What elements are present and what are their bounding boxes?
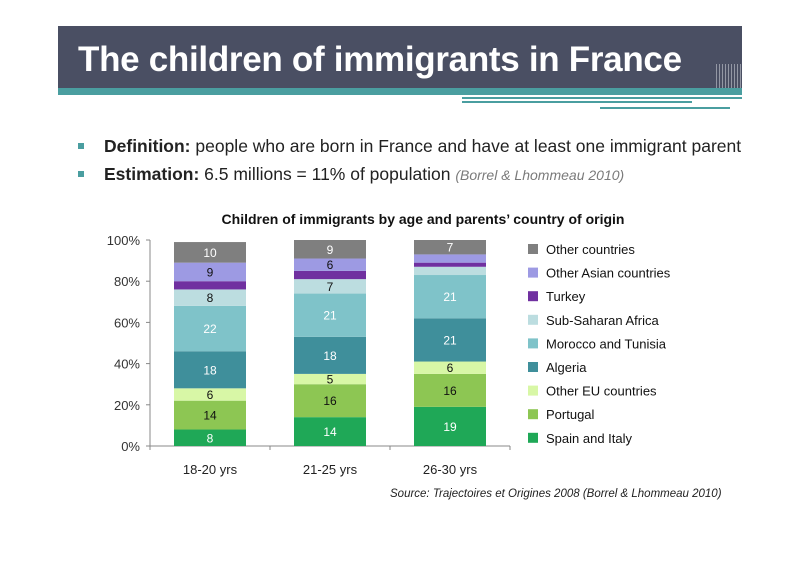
y-tick-label: 60% bbox=[114, 315, 140, 330]
bar-segment bbox=[174, 400, 246, 430]
y-tick-label: 80% bbox=[114, 274, 140, 289]
bar-segment bbox=[174, 388, 246, 401]
legend-label: Algeria bbox=[546, 360, 587, 375]
bar-segment bbox=[414, 266, 486, 276]
data-label: 16 bbox=[323, 394, 337, 408]
legend-swatch bbox=[528, 314, 538, 325]
legend-swatch bbox=[528, 362, 538, 372]
legend-label: Other EU countries bbox=[546, 384, 657, 399]
y-tick-label: 20% bbox=[114, 398, 140, 413]
data-label: 19 bbox=[443, 420, 457, 434]
estimation-label: Estimation: bbox=[104, 164, 200, 184]
bar-segment bbox=[414, 318, 486, 362]
legend-label: Sub-Saharan Africa bbox=[546, 313, 660, 328]
bar-segment bbox=[414, 373, 486, 407]
bullet-estimation: Estimation: 6.5 millions = 11% of popula… bbox=[78, 162, 741, 190]
corner-decoration bbox=[716, 64, 742, 88]
bar-segment bbox=[414, 361, 486, 374]
legend-swatch bbox=[528, 291, 538, 302]
bar-segment bbox=[414, 262, 486, 267]
bar-segment bbox=[294, 336, 366, 374]
bar-segment bbox=[294, 417, 366, 446]
deco-line-3 bbox=[600, 107, 730, 109]
data-label: 6 bbox=[447, 361, 454, 375]
data-label: 6 bbox=[327, 258, 334, 272]
legend-swatch bbox=[528, 338, 538, 349]
title-underline bbox=[58, 88, 742, 95]
bar-segment bbox=[294, 279, 366, 294]
bar-segment bbox=[414, 275, 486, 319]
bar-segment bbox=[174, 242, 246, 263]
x-tick-label: 21-25 yrs bbox=[303, 462, 358, 477]
data-label: 6 bbox=[207, 388, 214, 402]
bar-segment bbox=[414, 406, 486, 446]
legend-label: Morocco and Tunisia bbox=[546, 336, 667, 351]
legend-label: Portugal bbox=[546, 407, 595, 422]
y-tick-label: 0% bbox=[121, 439, 140, 454]
data-label: 10 bbox=[203, 246, 217, 260]
bar-segment bbox=[174, 305, 246, 352]
data-label: 8 bbox=[207, 431, 214, 445]
data-label: 21 bbox=[443, 290, 457, 304]
data-label: 18 bbox=[323, 349, 337, 363]
bar-segment bbox=[294, 373, 366, 385]
data-label: 9 bbox=[207, 265, 214, 279]
bar-segment bbox=[174, 351, 246, 389]
bullet-mark bbox=[78, 171, 84, 177]
data-label: 22 bbox=[203, 322, 217, 336]
legend-label: Spain and Italy bbox=[546, 431, 633, 446]
bar-segment bbox=[294, 258, 366, 271]
chart-source: Source: Trajectoires et Origines 2008 (B… bbox=[390, 488, 722, 500]
data-label: 7 bbox=[327, 280, 334, 294]
chart-title: Children of immigrants by age and parent… bbox=[222, 211, 625, 227]
legend-label: Other Asian countries bbox=[546, 266, 671, 281]
bar-segment bbox=[174, 429, 246, 446]
data-label: 7 bbox=[447, 241, 454, 255]
deco-line-1 bbox=[462, 97, 742, 99]
title-bar: The children of immigrants in France bbox=[58, 26, 742, 88]
deco-line-2 bbox=[462, 101, 692, 103]
bar-segment bbox=[414, 240, 486, 255]
data-label: 9 bbox=[327, 243, 334, 257]
bullet-list: Definition: people who are born in Franc… bbox=[78, 134, 741, 190]
legend-label: Turkey bbox=[546, 289, 586, 304]
definition-text: people who are born in France and have a… bbox=[190, 136, 742, 156]
estimation-citation: (Borrel & Lhommeau 2010) bbox=[455, 167, 625, 183]
data-label: 14 bbox=[203, 409, 217, 423]
legend-swatch bbox=[528, 409, 538, 420]
bar-segment bbox=[294, 384, 366, 418]
bar-segment bbox=[294, 240, 366, 259]
data-label: 21 bbox=[323, 309, 337, 323]
slide-title: The children of immigrants in France bbox=[78, 40, 682, 79]
legend-swatch bbox=[528, 432, 538, 443]
data-label: 5 bbox=[327, 373, 334, 387]
bar-segment bbox=[174, 289, 246, 306]
data-label: 8 bbox=[207, 291, 214, 305]
bar-segment bbox=[174, 262, 246, 282]
bar-segment bbox=[294, 293, 366, 337]
legend-swatch bbox=[528, 244, 538, 254]
bullet-mark bbox=[78, 143, 84, 149]
x-tick-label: 26-30 yrs bbox=[423, 462, 478, 477]
data-label: 14 bbox=[323, 425, 337, 439]
bar-segment bbox=[174, 281, 246, 290]
data-label: 18 bbox=[203, 363, 217, 377]
legend-swatch bbox=[528, 267, 538, 278]
data-label: 21 bbox=[443, 333, 457, 347]
bar-segment bbox=[414, 254, 486, 263]
legend-label: Other countries bbox=[546, 242, 635, 257]
data-label: 16 bbox=[443, 384, 457, 398]
x-tick-label: 18-20 yrs bbox=[183, 462, 238, 477]
bullet-definition: Definition: people who are born in Franc… bbox=[78, 134, 741, 162]
y-tick-label: 40% bbox=[114, 357, 140, 372]
definition-label: Definition: bbox=[104, 136, 191, 156]
estimation-text: 6.5 millions = 11% of population bbox=[199, 164, 456, 184]
y-tick-label: 100% bbox=[107, 233, 141, 248]
legend-swatch bbox=[528, 385, 538, 396]
bar-segment bbox=[294, 270, 366, 280]
